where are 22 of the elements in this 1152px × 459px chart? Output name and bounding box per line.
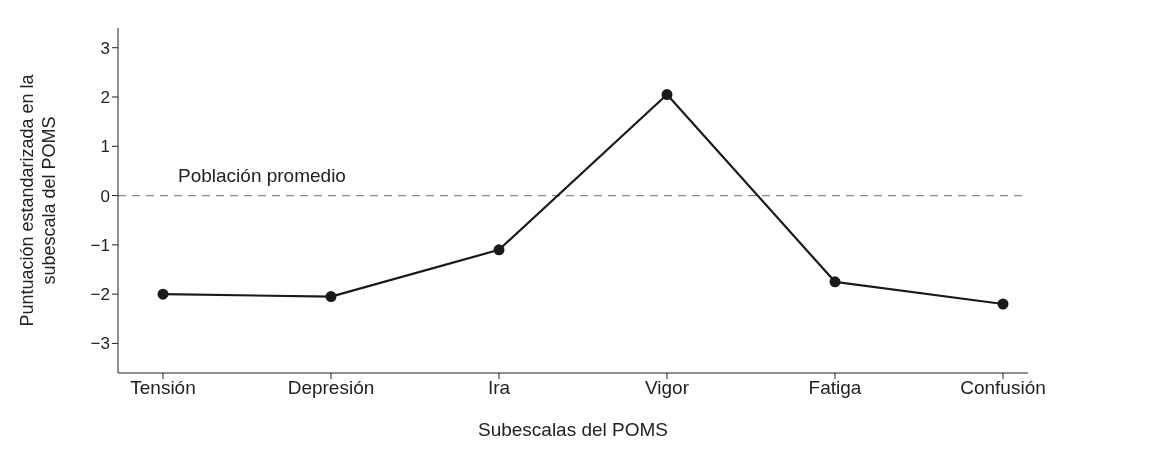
ref-line-label: Población promedio	[178, 164, 346, 186]
x-tick-label: Fatiga	[808, 377, 862, 399]
y-axis-title: Puntuación estandarizada en la subescala del POMS	[17, 73, 59, 327]
y-tick-label: −2	[90, 285, 110, 305]
y-tick-label: −3	[90, 334, 110, 354]
x-tick-label: Tensión	[130, 377, 196, 399]
y-tick-label: 0	[100, 186, 110, 206]
point	[325, 291, 337, 303]
point	[493, 244, 505, 256]
x-tick-label: Vigor	[644, 377, 690, 399]
point	[829, 276, 841, 288]
x-tick-label: Confusión	[960, 377, 1046, 399]
x-tick-label: Ira	[487, 377, 511, 399]
y-tick-label: 1	[100, 137, 110, 157]
x-axis-title: Subescalas del POMS	[477, 419, 669, 440]
y-tick-label: 2	[100, 88, 110, 108]
point	[661, 89, 673, 101]
point	[997, 298, 1009, 310]
y-tick-label: 3	[100, 38, 110, 58]
point	[157, 288, 169, 300]
y-tick-label: −1	[90, 235, 110, 255]
x-tick-label: Depresión	[287, 377, 375, 399]
